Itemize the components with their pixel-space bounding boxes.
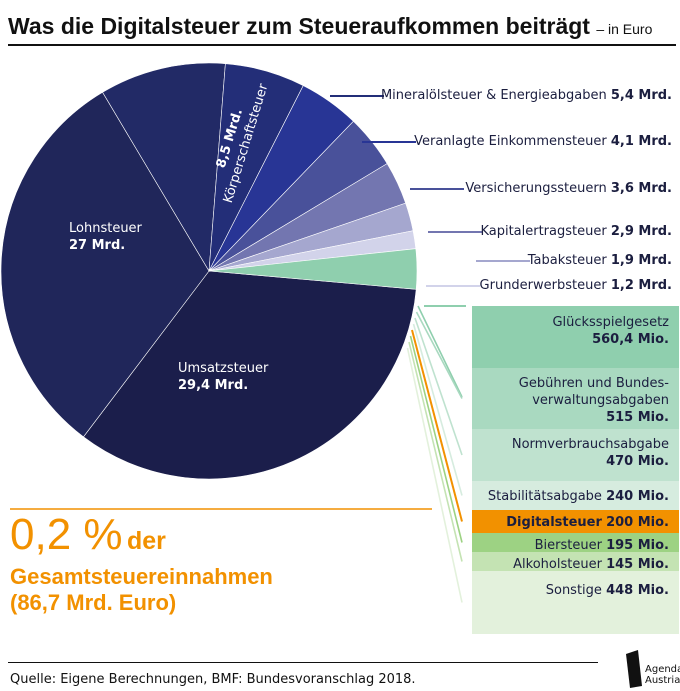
breakdown-box-7 <box>472 571 679 634</box>
box-digitalsteuer-value: 200 Mio. <box>606 515 669 530</box>
label-versicherungssteuern-value: 3,6 Mrd. <box>610 181 672 196</box>
label-tabaksteuer-name: Tabaksteuer <box>527 253 607 268</box>
label-kapitalertragsteuer-name: Kapitalertragsteuer <box>480 224 607 239</box>
label-lohnsteuer-name: Lohnsteuer <box>69 221 142 236</box>
box-normverbrauch-name: Normverbrauchsabgabe <box>511 437 669 452</box>
box-gebuehren-line1: Gebühren und Bundes- <box>518 376 669 391</box>
box-label-gebuehren: Gebühren und Bundes- verwaltungsabgaben … <box>472 371 679 426</box>
title-rule <box>8 44 676 46</box>
box-digitalsteuer-name: Digitalsteuer <box>506 515 602 530</box>
breakdown-boxes <box>406 305 679 634</box>
footer-rule <box>8 662 598 663</box>
pie-slice-lohnsteuer <box>0 91 210 438</box>
pie-slice-k-rperschaftsteuer <box>102 62 226 272</box>
label-grunderwerbsteuer: Grunderwerbsteuer 1,2 Mrd. <box>480 278 672 293</box>
label-einkommensteuer-value: 4,1 Mrd. <box>610 134 672 149</box>
agenda-austria-logo-icon <box>626 650 642 688</box>
box-label-sonstige: Sonstige 448 Mio. <box>472 578 679 599</box>
label-umsatzsteuer-value: 29,4 Mrd. <box>178 378 249 393</box>
label-umsatzsteuer: Umsatzsteuer 29,4 Mrd. <box>178 360 268 394</box>
label-lohnsteuer: Lohnsteuer 27 Mrd. <box>69 220 142 254</box>
source-note: Quelle: Eigene Berechnungen, BMF: Bundes… <box>10 672 416 687</box>
highlight-line2: Gesamtsteuereinnahmen <box>10 564 273 589</box>
box-label-gluecksspiel: Glücksspielgesetz 560,4 Mio. <box>472 310 679 348</box>
breakdown-box-5 <box>472 533 679 552</box>
box-label-alkoholsteuer: Alkoholsteuer 145 Mio. <box>472 552 679 573</box>
breakdown-box-4 <box>472 510 679 533</box>
connector-line-1 <box>415 311 463 399</box>
box-gebuehren-value: 515 Mio. <box>606 410 669 425</box>
pie-slice-sonstige-steuern <box>208 248 418 290</box>
connector-line-2 <box>414 317 463 456</box>
box-alkoholsteuer-name: Alkoholsteuer <box>513 557 602 572</box>
box-label-biersteuer: Biersteuer 195 Mio. <box>472 533 679 554</box>
box-gluecksspiel-name: Glücksspielgesetz <box>552 315 669 330</box>
label-tabaksteuer: Tabaksteuer 1,9 Mrd. <box>528 253 672 268</box>
label-tabaksteuer-value: 1,9 Mrd. <box>610 253 672 268</box>
highlight-word: der <box>126 527 166 555</box>
subtitle: – in Euro <box>596 21 653 37</box>
page-title: Was die Digitalsteuer zum Steueraufkomme… <box>8 13 652 40</box>
connector-line-5 <box>409 335 463 543</box>
highlight-line3: (86,7 Mrd. Euro) <box>10 590 177 615</box>
box-label-digitalsteuer: Digitalsteuer 200 Mio. <box>472 510 679 531</box>
label-lohnsteuer-value: 27 Mrd. <box>69 238 126 253</box>
label-mineraloelsteuer-name: Mineralölsteuer & Energieabgaben <box>380 88 607 103</box>
label-umsatzsteuer-name: Umsatzsteuer <box>178 361 269 376</box>
label-kapitalertragsteuer: Kapitalertragsteuer 2,9 Mrd. <box>480 224 672 239</box>
highlight-value: 0,2 % <box>10 510 123 559</box>
box-label-stabilitaet: Stabilitätsabgabe 240 Mio. <box>472 484 679 505</box>
label-versicherungssteuern: Versicherungssteuern 3,6 Mrd. <box>465 181 672 196</box>
label-mineraloelsteuer-value: 5,4 Mrd. <box>610 88 672 103</box>
pie-slice-umsatzsteuer <box>83 270 417 480</box>
breakdown-box-2 <box>472 429 679 481</box>
pie-slices <box>0 62 418 480</box>
label-kapitalertragsteuer-value: 2,9 Mrd. <box>610 224 672 239</box>
breakdown-box-1 <box>472 368 679 429</box>
connector-line-7 <box>406 347 463 603</box>
logo-line1: Agenda <box>645 664 680 675</box>
label-versicherungssteuern-name: Versicherungssteuern <box>465 181 607 196</box>
title-text: Was die Digitalsteuer zum Steueraufkomme… <box>8 13 590 39</box>
connector-line-4 <box>411 329 463 522</box>
label-mineraloelsteuer: Mineralölsteuer & Energieabgaben 5,4 Mrd… <box>381 88 672 103</box>
box-normverbrauch-value: 470 Mio. <box>606 454 669 469</box>
box-sonstige-value: 448 Mio. <box>606 583 669 598</box>
box-biersteuer-name: Biersteuer <box>534 538 602 553</box>
leader-lines <box>330 95 530 287</box>
box-label-normverbrauch: Normverbrauchsabgabe 470 Mio. <box>472 432 679 470</box>
connector-line-3 <box>412 323 463 496</box>
breakdown-box-3 <box>472 481 679 510</box>
box-stabilitaet-name: Stabilitätsabgabe <box>487 489 602 504</box>
connector-line-0 <box>417 305 463 398</box>
breakdown-box-6 <box>472 552 679 571</box>
breakdown-box-0 <box>472 306 679 368</box>
label-grunderwerbsteuer-value: 1,2 Mrd. <box>610 278 672 293</box>
box-gebuehren-line2: verwaltungsabgaben <box>532 393 669 408</box>
label-einkommensteuer-name: Veranlagte Einkommensteuer <box>414 134 607 149</box>
logo-line2: Austria <box>645 675 680 686</box>
box-alkoholsteuer-value: 145 Mio. <box>606 557 669 572</box>
highlight-percentage: 0,2 % der <box>10 510 166 560</box>
label-einkommensteuer: Veranlagte Einkommensteuer 4,1 Mrd. <box>414 134 672 149</box>
box-sonstige-name: Sonstige <box>545 583 602 598</box>
label-grunderwerbsteuer-name: Grunderwerbsteuer <box>479 278 607 293</box>
box-biersteuer-value: 195 Mio. <box>606 538 669 553</box>
logo-text: Agenda Austria <box>645 664 680 686</box>
box-stabilitaet-value: 240 Mio. <box>606 489 669 504</box>
connector-line-6 <box>408 341 463 562</box>
box-gluecksspiel-value: 560,4 Mio. <box>592 332 669 347</box>
